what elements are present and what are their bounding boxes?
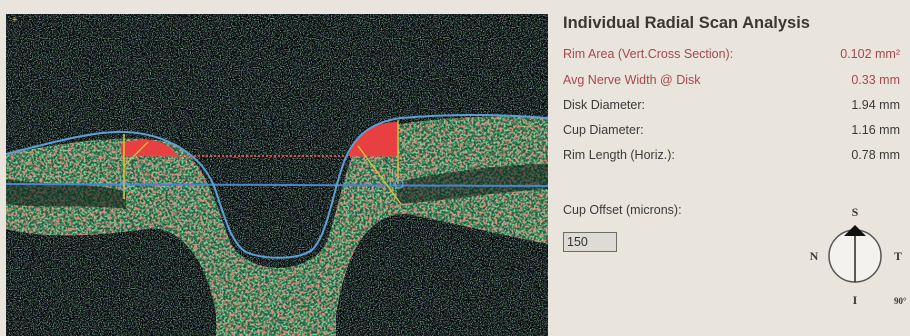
rim-length-label: Rim Length (Horiz.): bbox=[563, 148, 675, 162]
compass-label-nasal: N bbox=[810, 249, 819, 263]
compass-label-temporal: T bbox=[894, 249, 902, 263]
avg-nerve-width-value: 0.33 mm bbox=[851, 73, 900, 87]
cup-offset-label: Cup Offset (microns): bbox=[563, 203, 682, 217]
compass-arrow-icon bbox=[844, 225, 866, 236]
rim-area-value: 0.102 mm² bbox=[840, 47, 900, 61]
disk-diameter-line bbox=[6, 183, 548, 187]
oct-scan-canvas: + bbox=[6, 14, 548, 336]
left-dark-band bbox=[6, 179, 126, 209]
orientation-compass: S N T I 90° bbox=[810, 205, 907, 307]
left-rim-area bbox=[121, 139, 178, 156]
left-anchor-point bbox=[119, 181, 129, 191]
analysis-panel: Individual Radial Scan Analysis Rim Area… bbox=[548, 0, 910, 336]
oct-scan-image: + bbox=[6, 14, 548, 336]
left-rim-tangent bbox=[123, 141, 149, 167]
disk-diameter-value: 1.94 mm bbox=[851, 98, 900, 112]
panel-title: Individual Radial Scan Analysis bbox=[563, 14, 810, 32]
ilm-contour-line bbox=[6, 114, 548, 259]
right-rim-area bbox=[348, 122, 398, 156]
rim-area-label: Rim Area (Vert.Cross Section): bbox=[563, 47, 734, 61]
compass-label-superior: S bbox=[852, 205, 859, 219]
right-dark-band bbox=[396, 164, 548, 204]
right-rim-tangent bbox=[357, 145, 402, 205]
compass-label-inferior: I bbox=[853, 293, 858, 307]
corner-plus-marker: + bbox=[12, 15, 18, 26]
cup-diameter-value: 1.16 mm bbox=[851, 123, 900, 137]
avg-nerve-width-label: Avg Nerve Width @ Disk bbox=[563, 73, 701, 87]
rim-length-value: 0.78 mm bbox=[851, 148, 900, 162]
disk-diameter-label: Disk Diameter: bbox=[563, 98, 645, 112]
cup-offset-input[interactable] bbox=[563, 232, 617, 252]
cup-diameter-label: Cup Diameter: bbox=[563, 123, 644, 137]
right-anchor-point bbox=[394, 179, 404, 189]
compass-angle-label: 90° bbox=[894, 296, 907, 306]
